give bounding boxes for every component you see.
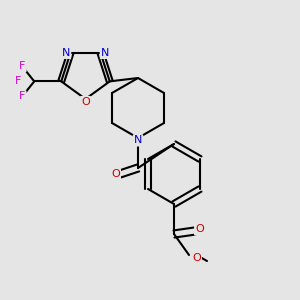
Text: N: N bbox=[62, 48, 70, 58]
Text: O: O bbox=[81, 97, 90, 107]
Text: N: N bbox=[101, 48, 109, 58]
Text: F: F bbox=[19, 92, 26, 101]
Text: N: N bbox=[134, 135, 142, 146]
Text: O: O bbox=[195, 224, 204, 235]
Text: O: O bbox=[192, 253, 201, 263]
Text: F: F bbox=[19, 61, 26, 71]
Text: F: F bbox=[15, 76, 21, 86]
Text: O: O bbox=[111, 169, 120, 179]
